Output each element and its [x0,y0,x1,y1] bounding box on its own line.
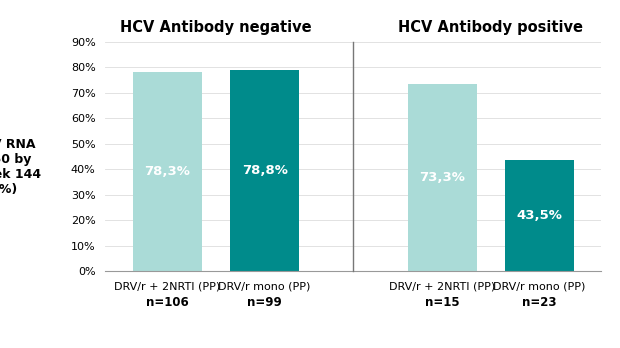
Text: n=15: n=15 [425,296,459,309]
Bar [230,70,299,271]
Bar [133,72,202,271]
Text: HIV RNA
<50 by
Week 144
(%): HIV RNA <50 by Week 144 (%) [0,138,41,196]
Text: n=106: n=106 [146,296,188,309]
Text: HCV Antibody positive: HCV Antibody positive [399,20,583,35]
Text: HCV Antibody negative: HCV Antibody negative [120,20,312,35]
Bar [505,160,574,271]
Text: n=99: n=99 [247,296,282,309]
Bar [408,84,477,271]
Text: DRV/r mono (PP): DRV/r mono (PP) [218,282,311,292]
Text: DRV/r mono (PP): DRV/r mono (PP) [494,282,586,292]
Text: 73,3%: 73,3% [419,172,465,184]
Text: n=23: n=23 [522,296,557,309]
Text: 78,3%: 78,3% [144,165,190,178]
Text: 78,8%: 78,8% [242,164,288,177]
Text: DRV/r + 2NRTI (PP): DRV/r + 2NRTI (PP) [114,282,220,292]
Text: DRV/r + 2NRTI (PP): DRV/r + 2NRTI (PP) [389,282,495,292]
Text: 43,5%: 43,5% [516,209,562,222]
